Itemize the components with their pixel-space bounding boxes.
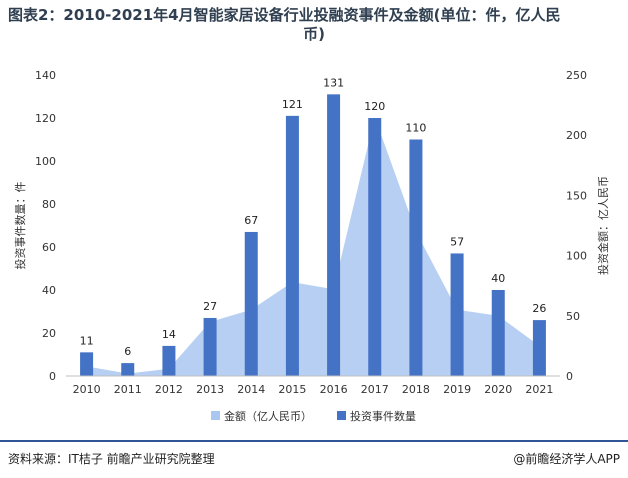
bar-value-label-2011: 6 [124, 345, 131, 358]
x-tick-label-2019: 2019 [443, 383, 471, 396]
y2-tick-label-150: 150 [566, 189, 587, 202]
title-line-2: 币) [303, 25, 325, 43]
x-tick-label-2016: 2016 [320, 383, 348, 396]
bar-value-label-2013: 27 [203, 300, 217, 313]
x-tick-label-2011: 2011 [114, 383, 142, 396]
bar-2016 [327, 94, 341, 376]
bar-value-label-2015: 121 [282, 98, 303, 111]
y2-tick-label-250: 250 [566, 69, 587, 82]
bar-value-label-2014: 67 [244, 214, 258, 227]
x-tick-label-2021: 2021 [525, 383, 553, 396]
x-tick-label-2017: 2017 [361, 383, 389, 396]
bar-2021 [532, 320, 546, 376]
y2-tick-label-50: 50 [566, 310, 580, 323]
bar-value-label-2020: 40 [491, 272, 505, 285]
y-tick-label-140: 140 [35, 69, 56, 82]
bar-2011 [121, 363, 135, 376]
y2-tick-label-100: 100 [566, 250, 587, 263]
x-tick-label-2020: 2020 [484, 383, 512, 396]
y-tick-label-80: 80 [42, 198, 56, 211]
bar-value-label-2012: 14 [162, 328, 176, 341]
x-tick-label-2015: 2015 [278, 383, 306, 396]
x-tick-label-2013: 2013 [196, 383, 224, 396]
y-axis-title: 投资事件数量：件 [13, 182, 27, 270]
x-tick-label-2012: 2012 [155, 383, 183, 396]
bar-value-label-2018: 110 [405, 122, 426, 135]
bar-2017 [368, 118, 382, 376]
bar-2020 [491, 290, 505, 376]
bar-value-label-2010: 11 [80, 334, 94, 347]
y-tick-label-60: 60 [42, 241, 56, 254]
y2-tick-label-0: 0 [566, 370, 573, 383]
bar-value-label-2017: 120 [364, 100, 385, 113]
chart-title: 图表2：2010-2021年4月智能家居设备行业投融资事件及金额(单位：件，亿人… [8, 6, 620, 44]
bar-2010 [80, 352, 94, 376]
y2-tick-label-200: 200 [566, 129, 587, 142]
legend-swatch-amount [211, 411, 220, 420]
y-tick-label-0: 0 [49, 370, 56, 383]
footer-divider [0, 440, 628, 442]
area-amount-series [86, 117, 540, 376]
legend-label-count: 投资事件数量 [350, 409, 416, 423]
bar-value-label-2016: 131 [323, 76, 344, 89]
y-tick-label-100: 100 [35, 155, 56, 168]
y-tick-label-20: 20 [42, 327, 56, 340]
bar-2018 [409, 139, 423, 376]
x-tick-label-2010: 2010 [73, 383, 101, 396]
x-tick-label-2018: 2018 [402, 383, 430, 396]
x-tick-label-2014: 2014 [237, 383, 265, 396]
bar-2015 [285, 115, 299, 376]
bar-2012 [162, 345, 176, 376]
bar-2013 [203, 317, 217, 376]
y-tick-label-120: 120 [35, 112, 56, 125]
y2-axis-title: 投资金额：亿人民币 [596, 176, 610, 275]
bar-value-label-2021: 26 [532, 302, 546, 315]
bar-2019 [450, 253, 464, 376]
bar-2014 [244, 231, 258, 376]
copyright-note: @前瞻经济学人APP [513, 452, 620, 466]
source-note: 资料来源：IT桔子 前瞻产业研究院整理 [8, 452, 215, 466]
legend-swatch-count [337, 411, 346, 420]
title-line-1: 图表2：2010-2021年4月智能家居设备行业投融资事件及金额(单位：件，亿人… [8, 6, 561, 24]
y-tick-label-40: 40 [42, 284, 56, 297]
legend-label-amount: 金额（亿人民币） [224, 409, 312, 423]
bar-value-label-2019: 57 [450, 235, 464, 248]
